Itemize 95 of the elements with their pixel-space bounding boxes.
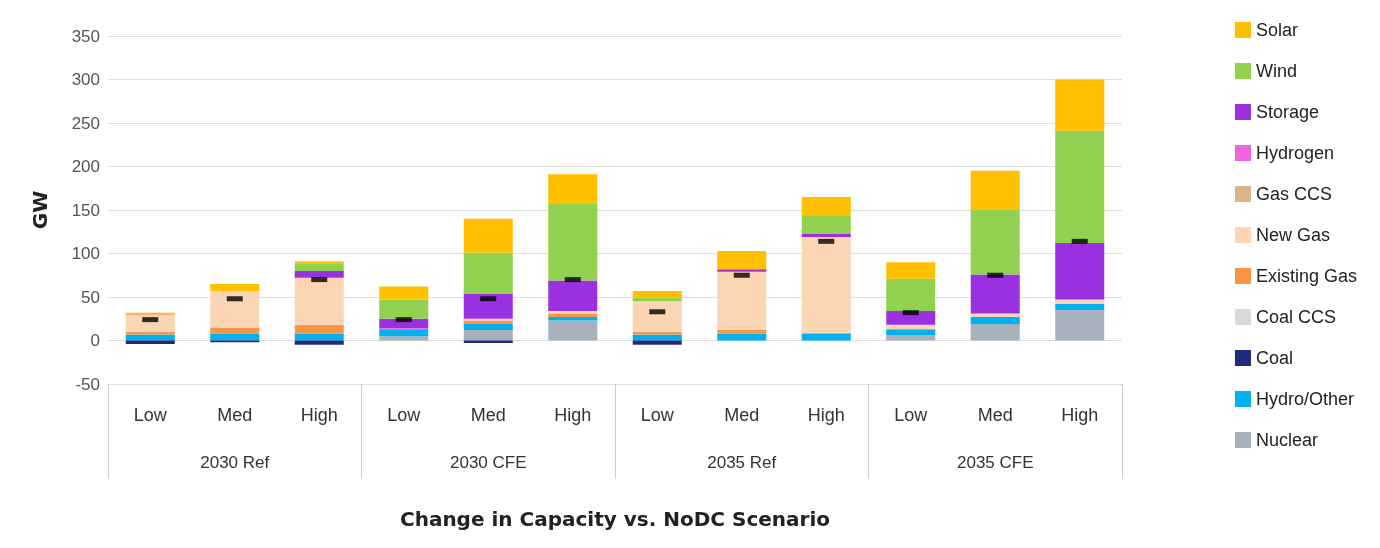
x-tick-label: High [554, 405, 592, 425]
bar [801, 233, 851, 237]
bar [294, 270, 344, 278]
legend-label: Solar [1255, 20, 1298, 40]
x-tick-label: Low [640, 405, 675, 425]
bar [548, 203, 598, 281]
bar [463, 330, 513, 341]
text: 2035 Ref [707, 453, 777, 472]
bar [886, 278, 936, 311]
bar [210, 283, 260, 291]
x-tick-label: Med [977, 405, 1013, 425]
bar [548, 320, 598, 341]
text: 2030 Ref [200, 453, 270, 472]
bar [801, 216, 851, 234]
bar [548, 174, 598, 204]
x-tick-label: Low [133, 405, 168, 425]
x-tick-label: High [300, 405, 338, 425]
legend-label: Wind [1255, 61, 1297, 81]
bar [632, 334, 682, 341]
bar [294, 340, 344, 345]
bar [210, 327, 260, 334]
bar [1055, 79, 1105, 131]
bar [886, 324, 936, 330]
legend-label: Gas CCS [1255, 184, 1332, 204]
bar [970, 274, 1020, 314]
bar [970, 209, 1020, 275]
bar [801, 236, 851, 333]
y-tick-label: 150 [71, 200, 100, 220]
y-tick-label: 300 [71, 70, 100, 89]
bar [886, 335, 936, 341]
bar [294, 263, 344, 271]
x-tick-label: Med [470, 405, 506, 425]
bar [632, 301, 682, 332]
bar [294, 333, 344, 341]
y-tick-label: -50 [75, 374, 100, 394]
bar [632, 290, 682, 298]
bar [886, 329, 936, 336]
y-tick-label: 350 [71, 26, 100, 46]
bar [125, 334, 175, 341]
bar [1055, 310, 1105, 341]
bar [294, 324, 344, 334]
bar [970, 323, 1020, 341]
y-axis-title: GW [28, 190, 52, 230]
bar [463, 252, 513, 294]
legend-label: Hydrogen [1255, 143, 1335, 163]
bar [1055, 243, 1105, 300]
y-tick-label: 50 [81, 287, 100, 307]
y-tick-label: 200 [71, 157, 100, 176]
bar [1055, 303, 1105, 311]
bar [125, 315, 175, 332]
bar [970, 170, 1020, 210]
y-tick-label: 100 [71, 244, 100, 263]
text: 2030 CFE [449, 453, 527, 472]
bar [970, 317, 1020, 324]
x-tick-label: Low [387, 405, 422, 425]
bar [1055, 299, 1105, 304]
bar [1055, 130, 1105, 244]
x-axis-title: Change in Capacity vs. NoDC Scenario [399, 507, 831, 531]
legend-label: Coal [1255, 348, 1293, 368]
bar [463, 293, 513, 319]
bar [294, 277, 344, 325]
bar [210, 333, 260, 341]
text: 2035 CFE [956, 453, 1034, 472]
bar [801, 333, 851, 341]
bar [294, 261, 344, 264]
bar [886, 310, 936, 325]
bar [632, 340, 682, 345]
y-tick-label: 250 [71, 113, 100, 133]
bar [379, 330, 429, 337]
legend-label: New Gas [1255, 225, 1330, 245]
x-tick-label: High [807, 405, 845, 425]
bar [886, 262, 936, 279]
legend-label: Nuclear [1255, 430, 1318, 450]
legend-label: Hydro/Other [1255, 389, 1355, 409]
bar [717, 330, 767, 334]
bar [717, 269, 767, 272]
bar [801, 196, 851, 217]
x-tick-label: Med [724, 405, 760, 425]
bar [463, 218, 513, 253]
x-tick-label: Med [217, 405, 253, 425]
bar [717, 333, 767, 341]
bar [379, 286, 429, 300]
bar [717, 250, 767, 270]
legend-label: Coal CCS [1255, 307, 1336, 327]
y-tick-label: 0 [90, 331, 100, 350]
bar [548, 280, 598, 311]
legend-label: Storage [1255, 102, 1320, 122]
bar [717, 271, 767, 331]
bar [379, 299, 429, 319]
bar [379, 336, 429, 341]
bar [210, 290, 260, 328]
bar [463, 323, 513, 331]
x-tick-label: High [1061, 405, 1099, 425]
x-tick-label: Low [894, 405, 929, 425]
legend-label: Existing Gas [1255, 266, 1358, 286]
